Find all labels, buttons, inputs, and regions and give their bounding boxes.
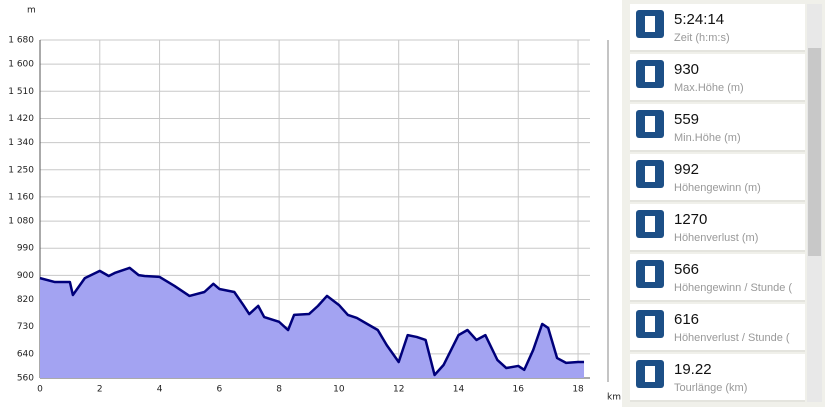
stat-label: Max.Höhe (m): [674, 82, 744, 94]
stat-value: 1270: [674, 211, 708, 228]
y-tick-label: 1 340: [8, 138, 34, 148]
y-tick-label: 990: [17, 244, 34, 254]
stat-icon: [636, 360, 664, 388]
x-tick-label: 6: [216, 385, 222, 395]
stat-icon: [636, 260, 664, 288]
stat-label: Zeit (h:m:s): [674, 32, 730, 44]
x-tick-label: 8: [276, 385, 282, 395]
stat-value: 5:24:14: [674, 11, 725, 28]
stat-icon: [636, 210, 664, 238]
stat-value: 19.22: [674, 361, 712, 378]
x-tick-label: 2: [97, 385, 103, 395]
stat-value: 566: [674, 261, 700, 278]
elevation-line: [39, 266, 585, 377]
stat-item: 19.22 Tourlänge (km): [630, 354, 805, 402]
stat-value: 992: [674, 161, 700, 178]
stat-label: Höhengewinn / Stunde (: [674, 282, 793, 294]
stat-value: 930: [674, 61, 700, 78]
y-tick-label: 640: [17, 349, 34, 359]
x-tick-label: 16: [513, 385, 525, 395]
y-tick-label: 820: [17, 295, 34, 305]
stat-item: 566 Höhengewinn / Stunde (: [630, 254, 805, 302]
stat-value: 616: [674, 311, 700, 328]
x-tick-label: 18: [572, 385, 584, 395]
y-tick-label: 1 510: [8, 87, 34, 97]
x-tick-label: 14: [453, 385, 465, 395]
stat-icon: [636, 110, 664, 138]
x-tick-label: 10: [333, 385, 345, 395]
y-tick-label: 1 160: [8, 192, 34, 202]
stat-item: 930 Max.Höhe (m): [630, 54, 805, 102]
stats-panel: 5:24:14 Zeit (h:m:s) 930 Max.Höhe (m) 559 Min…: [628, 4, 806, 404]
scroll-thumb[interactable]: [808, 48, 821, 256]
stat-label: Tourlänge (km): [674, 382, 748, 394]
stat-item: 992 Höhengewinn (m): [630, 154, 805, 202]
stat-label: Höhenverlust (m): [674, 232, 759, 244]
stat-item: 616 Höhenverlust / Stunde (: [630, 304, 805, 352]
x-tick-label: 4: [157, 385, 163, 395]
y-tick-label: 1 680: [8, 36, 34, 46]
y-tick-label: 1 080: [8, 217, 34, 227]
y-tick-label: 900: [17, 271, 34, 281]
y-tick-label: 1 600: [8, 60, 34, 70]
y-tick-label: 560: [17, 374, 34, 384]
x-tick-label: 12: [393, 385, 404, 395]
stat-label: Min.Höhe (m): [674, 132, 741, 144]
stat-label: Höhengewinn (m): [674, 182, 761, 194]
x-unit: km: [607, 393, 621, 403]
stat-label: Höhenverlust / Stunde (: [674, 332, 790, 344]
y-tick-label: 1 420: [8, 114, 34, 124]
stat-icon: [636, 160, 664, 188]
y-unit: m: [27, 6, 36, 16]
stat-item: 5:24:14 Zeit (h:m:s): [630, 4, 805, 52]
stat-value: 559: [674, 111, 700, 128]
y-tick-label: 730: [17, 322, 34, 332]
stat-item: 1270 Höhenverlust (m): [630, 204, 805, 252]
x-tick-label: 0: [37, 385, 43, 395]
area-fill: [40, 267, 585, 378]
stat-icon: [636, 310, 664, 338]
stat-icon: [636, 10, 664, 38]
stat-item: 559 Min.Höhe (m): [630, 104, 805, 152]
stat-icon: [636, 60, 664, 88]
y-tick-label: 1 250: [8, 165, 34, 175]
